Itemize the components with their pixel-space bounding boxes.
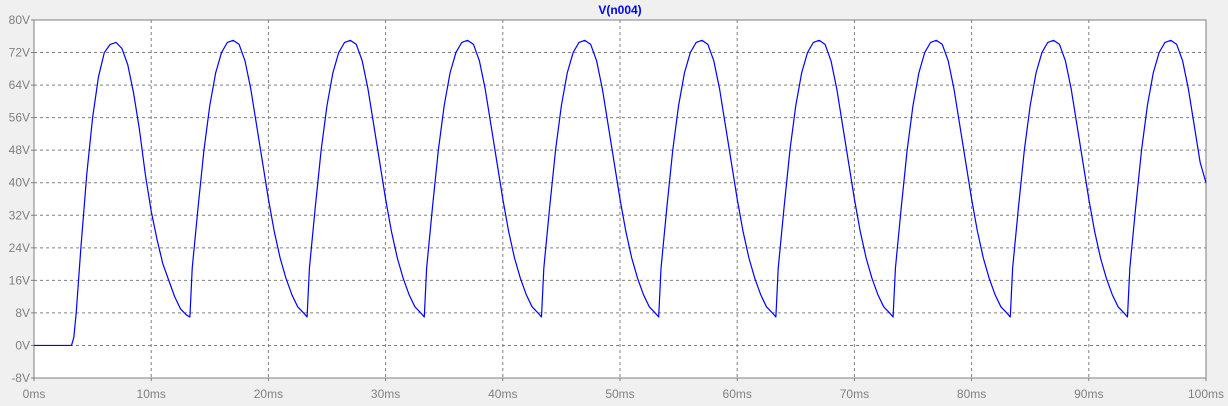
- trace-title[interactable]: V(n004): [598, 3, 641, 17]
- x-tick-label: 0ms: [23, 387, 46, 401]
- y-tick-label: 80V: [9, 13, 30, 27]
- y-tick-label: 56V: [9, 111, 30, 125]
- x-tick-label: 70ms: [840, 387, 869, 401]
- y-tick-label: 16V: [9, 273, 30, 287]
- x-tick-label: 60ms: [723, 387, 752, 401]
- y-tick-label: 0V: [15, 338, 30, 352]
- x-tick-label: 50ms: [605, 387, 634, 401]
- x-tick-label: 30ms: [371, 387, 400, 401]
- x-tick-label: 80ms: [957, 387, 986, 401]
- x-axis-ticks: 0ms 10ms 20ms 30ms 40ms 50ms 60ms 70ms 80ms 90ms 1…: [23, 378, 1224, 401]
- x-tick-label: 20ms: [254, 387, 283, 401]
- x-tick-label: 10ms: [137, 387, 166, 401]
- x-tick-label: 40ms: [488, 387, 517, 401]
- x-tick-label: 90ms: [1074, 387, 1103, 401]
- y-tick-label: 24V: [9, 241, 30, 255]
- y-tick-label: 40V: [9, 176, 30, 190]
- x-tick-label: 100ms: [1188, 387, 1224, 401]
- y-tick-label: -8V: [11, 371, 30, 385]
- y-axis-ticks: -8V 0V 8V 16V 24V 32V 40V 48V 56V 64V 72V 80V: [9, 13, 34, 385]
- y-tick-label: 48V: [9, 143, 30, 157]
- y-tick-label: 32V: [9, 208, 30, 222]
- y-tick-label: 64V: [9, 78, 30, 92]
- y-tick-label: 8V: [15, 306, 30, 320]
- y-tick-label: 72V: [9, 46, 30, 60]
